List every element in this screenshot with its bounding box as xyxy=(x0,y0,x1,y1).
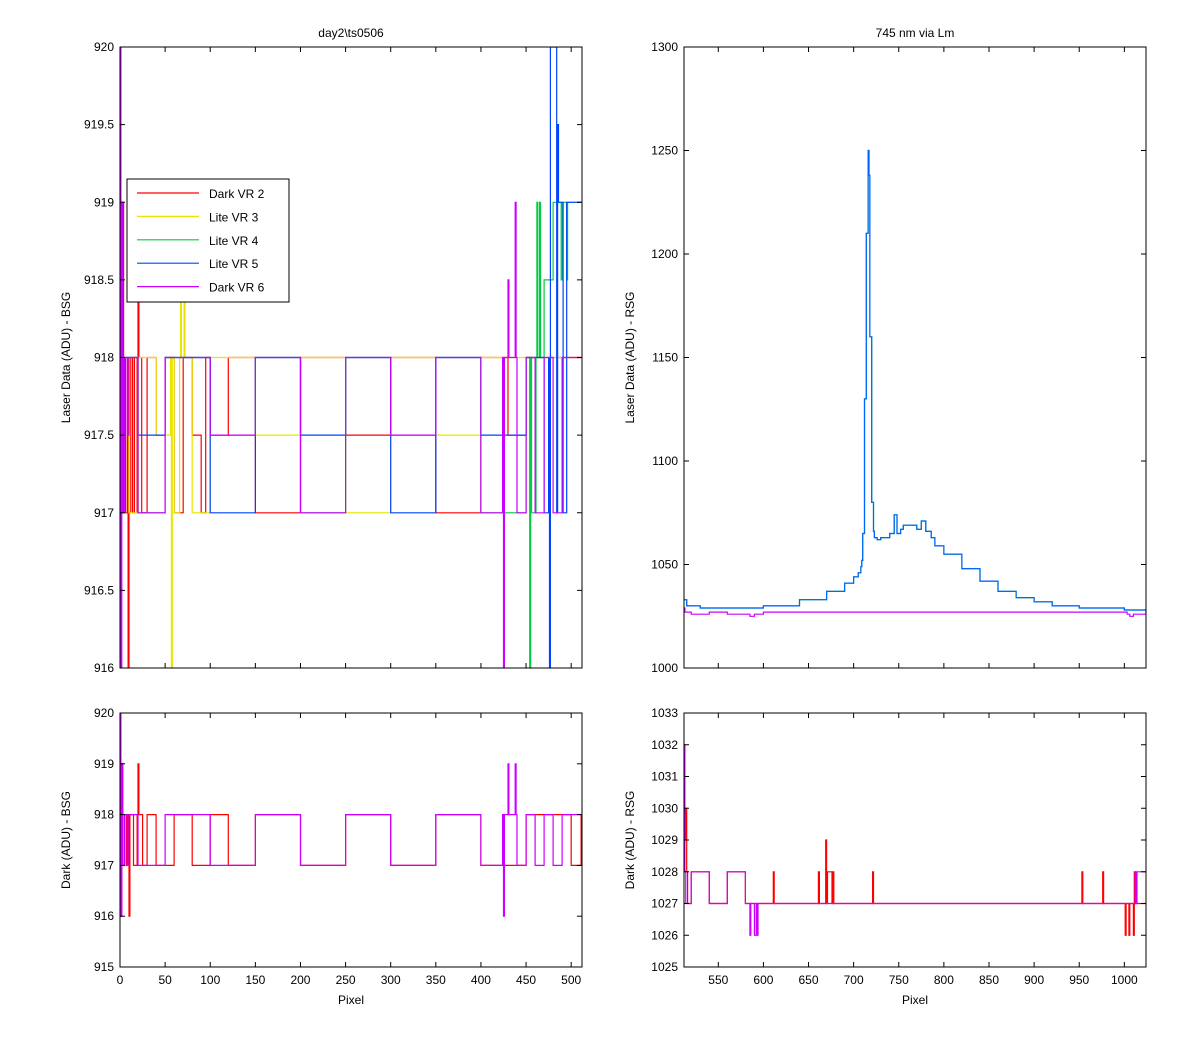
axes-frame xyxy=(119,712,583,968)
x-tick-label: 200 xyxy=(290,973,310,987)
x-tick-label: 550 xyxy=(708,973,728,987)
y-tick-label: 920 xyxy=(94,706,114,720)
y-tick-label: 915 xyxy=(94,960,114,974)
series-line-dark-vr-6 xyxy=(120,47,582,668)
x-tick-label: 450 xyxy=(516,973,536,987)
series-line-3 xyxy=(684,607,1146,617)
x-tick-label: 300 xyxy=(381,973,401,987)
chart-1: 916 916.5 917 917.5 918 918.5 919 919.5 920 day2\… xyxy=(59,26,583,675)
series-group xyxy=(684,149,1146,617)
chart-2: 1000 1050 1100 1150 1200 1250 1300 745 nm via L… xyxy=(623,26,1147,675)
y-axis-label: Dark (ADU) - BSG xyxy=(59,791,73,889)
chart-4: 550 600 650 700 750 800 850 900 950 1000 1025 1026 1… xyxy=(623,706,1147,1007)
legend-entry: Dark VR 6 xyxy=(209,281,265,295)
y-tick-label: 1150 xyxy=(652,351,678,365)
y-tick-label: 916 xyxy=(94,909,114,923)
y-tick-label: 1300 xyxy=(651,40,678,54)
y-tick-label: 1031 xyxy=(651,770,678,784)
x-tick-label: 400 xyxy=(471,973,491,987)
y-tick-label: 919 xyxy=(94,757,114,771)
series-line-2 xyxy=(684,149,1146,613)
y-tick-label: 1027 xyxy=(651,897,678,911)
plot-area xyxy=(684,713,1146,967)
x-tick-label: 50 xyxy=(158,973,172,987)
x-tick-label: 950 xyxy=(1069,973,1089,987)
x-tick-label: 350 xyxy=(426,973,446,987)
y-tick-label: 919 xyxy=(94,195,114,209)
x-axis-label: Pixel xyxy=(338,993,364,1007)
x-tick-label: 600 xyxy=(753,973,773,987)
y-axis-label: Laser Data (ADU) - BSG xyxy=(59,292,73,423)
y-tick-label: 918 xyxy=(94,808,114,822)
x-tick-label: 900 xyxy=(1024,973,1044,987)
x-tick-label: 100 xyxy=(200,973,220,987)
y-tick-label: 917.5 xyxy=(84,428,114,442)
x-tick-label: 500 xyxy=(561,973,581,987)
series-line-dark-vr-6 xyxy=(120,713,582,917)
y-tick-label: 918.5 xyxy=(84,273,114,287)
y-tick-label: 1029 xyxy=(651,833,678,847)
x-tick-label: 650 xyxy=(799,973,819,987)
y-tick-label: 1025 xyxy=(651,960,678,974)
chart-3: 0 50 100 150 200 250 300 350 400 450 500 915 916 917 9… xyxy=(59,706,583,1007)
x-tick-label: 0 xyxy=(117,973,124,987)
series-group xyxy=(684,744,1146,936)
legend: Dark VR 2 Lite VR 3 Lite VR 4 Lite VR 5 Dark… xyxy=(126,178,290,303)
y-axis-label: Dark (ADU) - RSG xyxy=(623,791,637,890)
x-tick-label: 850 xyxy=(979,973,999,987)
plot-area xyxy=(684,47,1146,668)
y-tick-label: 1050 xyxy=(651,558,678,572)
series-group xyxy=(120,713,582,917)
y-tick-label: 917 xyxy=(94,506,114,520)
y-tick-label: 916 xyxy=(94,661,114,675)
y-tick-label: 918 xyxy=(94,351,114,365)
y-tick-label: 1028 xyxy=(651,865,678,879)
x-tick-label: 700 xyxy=(844,973,864,987)
x-tick-label: 800 xyxy=(934,973,954,987)
y-tick-label: 919.5 xyxy=(84,118,114,132)
legend-entry: Lite VR 5 xyxy=(209,257,259,271)
x-tick-label: 1000 xyxy=(1111,973,1138,987)
series-group xyxy=(120,47,582,668)
legend-entry: Dark VR 2 xyxy=(209,187,265,201)
chart-title: 745 nm via Lm xyxy=(876,26,955,40)
y-axis-label: Laser Data (ADU) - RSG xyxy=(623,291,637,423)
y-tick-label: 1200 xyxy=(651,247,678,261)
series-line-dark-vr-6 xyxy=(684,744,1146,936)
plot-area xyxy=(120,713,582,967)
x-tick-label: 250 xyxy=(336,973,356,987)
x-tick-label: 150 xyxy=(245,973,265,987)
y-tick-label: 916.5 xyxy=(84,583,114,597)
x-axis-label: Pixel xyxy=(902,993,928,1007)
legend-entry: Lite VR 3 xyxy=(209,210,259,224)
y-tick-label: 1026 xyxy=(651,928,678,942)
y-tick-label: 1100 xyxy=(652,454,678,468)
y-tick-label: 1032 xyxy=(651,738,678,752)
legend-box xyxy=(126,178,290,303)
x-tick-label: 750 xyxy=(889,973,909,987)
y-tick-label: 1033 xyxy=(651,706,678,720)
y-tick-label: 917 xyxy=(94,858,114,872)
y-tick-label: 1000 xyxy=(651,661,678,675)
y-tick-label: 1250 xyxy=(651,144,678,158)
chart-title: day2\ts0506 xyxy=(318,26,384,40)
y-tick-label: 1030 xyxy=(651,801,678,815)
legend-entry: Lite VR 4 xyxy=(209,234,259,248)
y-tick-label: 920 xyxy=(94,40,114,54)
